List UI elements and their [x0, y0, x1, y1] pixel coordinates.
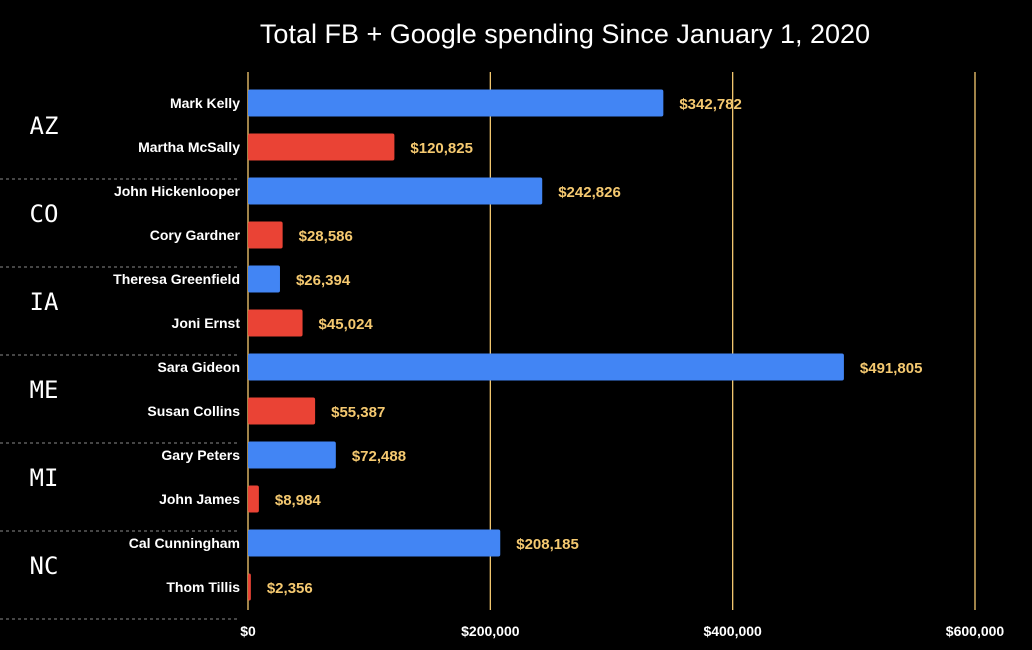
x-tick-label: $600,000 — [946, 623, 1005, 639]
candidate-label: John Hickenlooper — [114, 183, 241, 199]
data-label: $342,782 — [679, 96, 742, 113]
candidate-label: Theresa Greenfield — [113, 271, 240, 287]
x-tick-label: $200,000 — [461, 623, 520, 639]
data-label: $8,984 — [275, 492, 322, 509]
state-label: ME — [30, 376, 59, 404]
data-label: $45,024 — [319, 316, 374, 333]
bar — [248, 265, 280, 293]
chart-title: Total FB + Google spending Since January… — [260, 19, 870, 49]
bar — [248, 177, 543, 205]
bar — [248, 133, 395, 161]
data-label: $26,394 — [296, 272, 351, 289]
data-label: $28,586 — [299, 228, 353, 245]
state-label: IA — [30, 288, 59, 316]
data-label: $55,387 — [331, 404, 385, 421]
data-label: $72,488 — [352, 448, 406, 465]
state-label: MI — [30, 464, 59, 492]
bar — [248, 221, 283, 249]
bar — [248, 89, 664, 117]
state-label: NC — [30, 552, 59, 580]
bar — [248, 309, 303, 337]
candidate-label: Gary Peters — [161, 447, 240, 463]
candidate-label: Thom Tillis — [166, 579, 240, 595]
x-tick-label: $400,000 — [703, 623, 762, 639]
data-label: $208,185 — [516, 536, 579, 553]
data-label: $120,825 — [410, 140, 473, 157]
candidate-label: Martha McSally — [138, 139, 240, 155]
candidate-label: Joni Ernst — [172, 315, 241, 331]
bar — [248, 529, 501, 557]
bar — [248, 485, 259, 513]
bar — [248, 353, 844, 381]
data-label: $2,356 — [267, 580, 313, 597]
labels: $0 $200,000 $400,000 $600,000 AZ Mark Kelly $3… — [30, 95, 1005, 639]
bar — [248, 441, 336, 469]
candidate-label: Cory Gardner — [150, 227, 241, 243]
candidate-label: Sara Gideon — [158, 359, 240, 375]
bar — [248, 573, 251, 601]
candidate-label: Mark Kelly — [170, 95, 240, 111]
bars — [248, 89, 844, 601]
candidate-label: John James — [159, 491, 240, 507]
candidate-label: Susan Collins — [147, 403, 240, 419]
candidate-label: Cal Cunningham — [129, 535, 240, 551]
x-tick-label: $0 — [240, 623, 256, 639]
state-label: AZ — [30, 112, 59, 140]
bar — [248, 397, 316, 425]
state-label: CO — [30, 200, 59, 228]
data-label: $242,826 — [558, 184, 621, 201]
data-label: $491,805 — [860, 360, 923, 377]
gridlines — [0, 72, 976, 620]
